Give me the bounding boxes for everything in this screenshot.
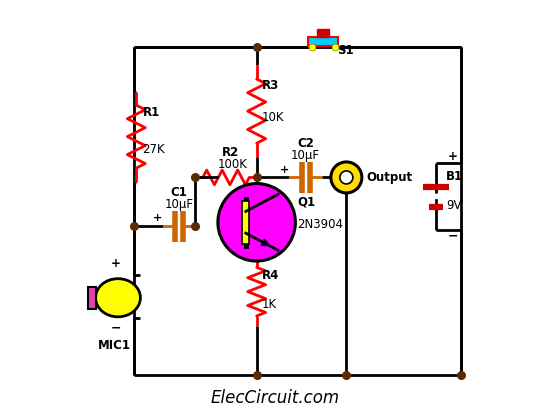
Text: 9V: 9V (446, 199, 462, 212)
Bar (317, 29, 329, 37)
Text: 10μF: 10μF (164, 198, 194, 211)
Text: +: + (111, 257, 121, 270)
Text: MIC1: MIC1 (97, 339, 130, 352)
Bar (308, 37, 338, 46)
Text: Q1: Q1 (298, 196, 316, 209)
Text: R1: R1 (142, 106, 160, 119)
Text: +: + (280, 164, 289, 175)
Text: 1K: 1K (262, 298, 277, 311)
Text: +: + (448, 150, 458, 163)
Text: 10K: 10K (262, 111, 284, 124)
Text: R3: R3 (262, 79, 279, 92)
Text: C2: C2 (297, 137, 314, 150)
Text: B1: B1 (446, 171, 464, 184)
Text: 27K: 27K (142, 143, 165, 156)
Bar (243, 201, 249, 244)
Text: −: − (111, 321, 121, 334)
Ellipse shape (96, 279, 140, 317)
Text: R4: R4 (262, 270, 279, 282)
Text: 10μF: 10μF (291, 149, 320, 162)
Text: 2N3904: 2N3904 (298, 218, 343, 231)
Text: Output: Output (366, 171, 412, 184)
Text: S1: S1 (337, 45, 354, 58)
Text: 100K: 100K (218, 158, 248, 171)
Text: −: − (448, 229, 458, 243)
Circle shape (331, 162, 362, 193)
Circle shape (218, 184, 295, 261)
Text: R2: R2 (222, 146, 239, 159)
Text: ElecCircuit.com: ElecCircuit.com (211, 389, 339, 407)
Circle shape (340, 171, 353, 184)
Bar (88, 287, 96, 309)
Text: +: + (153, 213, 163, 223)
Text: C1: C1 (170, 186, 188, 199)
